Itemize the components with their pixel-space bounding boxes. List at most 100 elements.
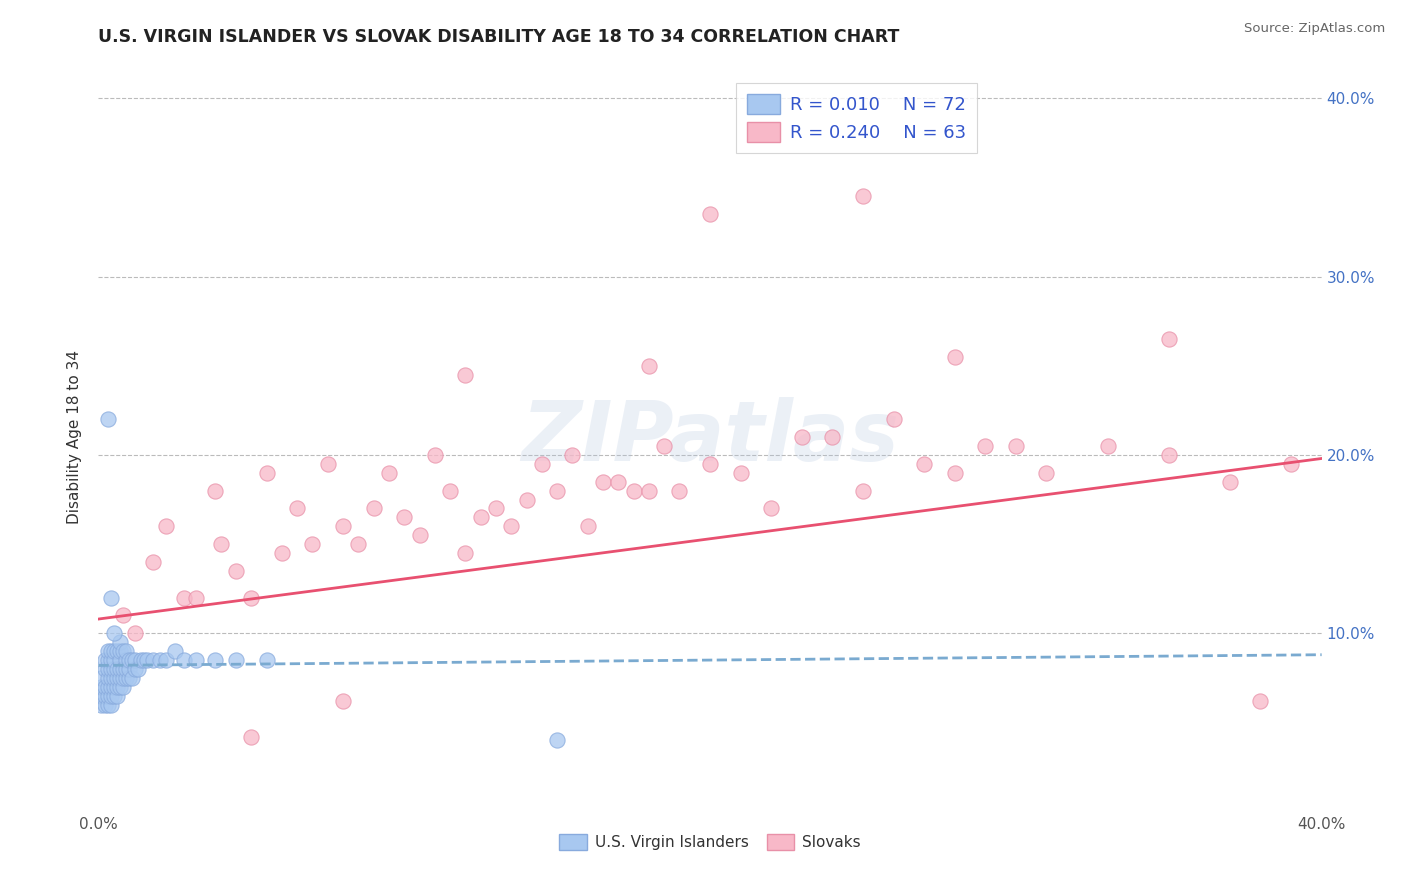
Point <box>142 653 165 667</box>
Point <box>111 680 134 694</box>
Point <box>127 662 149 676</box>
Point <box>943 466 966 480</box>
Point <box>121 653 143 667</box>
Point <box>186 653 208 667</box>
Point <box>592 475 614 489</box>
Point <box>173 653 195 667</box>
Point <box>108 644 131 658</box>
Point <box>100 662 122 676</box>
Point <box>97 680 120 694</box>
Point <box>111 644 134 658</box>
Point <box>97 412 120 426</box>
Point <box>423 448 446 462</box>
Point <box>105 662 128 676</box>
Point <box>103 680 125 694</box>
Point <box>97 689 120 703</box>
Point <box>124 653 146 667</box>
Point <box>149 653 172 667</box>
Point <box>363 501 385 516</box>
Point <box>439 483 461 498</box>
Point <box>759 501 782 516</box>
Point <box>821 430 844 444</box>
Point <box>100 653 122 667</box>
Point <box>100 591 122 605</box>
Point <box>1097 439 1119 453</box>
Point <box>530 457 553 471</box>
Point <box>225 564 247 578</box>
Point <box>118 671 141 685</box>
Point <box>668 483 690 498</box>
Point <box>454 546 477 560</box>
Point <box>516 492 538 507</box>
Point <box>105 644 128 658</box>
Point <box>974 439 997 453</box>
Point <box>90 680 112 694</box>
Point <box>97 662 120 676</box>
Point <box>204 653 226 667</box>
Point <box>209 537 232 551</box>
Point <box>652 439 675 453</box>
Point <box>155 519 177 533</box>
Point <box>105 689 128 703</box>
Point <box>1219 475 1241 489</box>
Point <box>97 698 120 712</box>
Point <box>90 689 112 703</box>
Point <box>115 671 138 685</box>
Point <box>108 662 131 676</box>
Point <box>347 537 370 551</box>
Point <box>111 671 134 685</box>
Point <box>912 457 935 471</box>
Point <box>103 644 125 658</box>
Point <box>454 368 477 382</box>
Point <box>699 457 721 471</box>
Point <box>97 653 120 667</box>
Point <box>111 608 134 623</box>
Point <box>623 483 645 498</box>
Point <box>118 662 141 676</box>
Point <box>134 653 156 667</box>
Point <box>1249 694 1271 708</box>
Point <box>97 644 120 658</box>
Point <box>1004 439 1026 453</box>
Point <box>115 644 138 658</box>
Point <box>121 671 143 685</box>
Point <box>883 412 905 426</box>
Point <box>100 671 122 685</box>
Point <box>100 644 122 658</box>
Point <box>103 671 125 685</box>
Point <box>637 359 661 373</box>
Point <box>485 501 508 516</box>
Point <box>637 483 661 498</box>
Point <box>332 694 354 708</box>
Point <box>301 537 323 551</box>
Point <box>93 653 115 667</box>
Point <box>270 546 292 560</box>
Point <box>1157 448 1180 462</box>
Point <box>163 644 186 658</box>
Point <box>97 671 120 685</box>
Point <box>105 671 128 685</box>
Point <box>730 466 752 480</box>
Text: ZIPatlas: ZIPatlas <box>522 397 898 477</box>
Point <box>136 653 159 667</box>
Point <box>124 662 146 676</box>
Point <box>576 519 599 533</box>
Point <box>90 671 112 685</box>
Point <box>852 483 875 498</box>
Point <box>124 626 146 640</box>
Point <box>546 733 568 747</box>
Point <box>115 662 138 676</box>
Point <box>155 653 177 667</box>
Y-axis label: Disability Age 18 to 34: Disability Age 18 to 34 <box>67 350 83 524</box>
Point <box>332 519 354 533</box>
Point <box>790 430 813 444</box>
Point <box>186 591 208 605</box>
Point <box>943 350 966 364</box>
Point <box>118 653 141 667</box>
Point <box>108 653 131 667</box>
Point <box>105 680 128 694</box>
Point <box>256 653 278 667</box>
Point <box>240 591 263 605</box>
Point <box>501 519 523 533</box>
Point <box>142 555 165 569</box>
